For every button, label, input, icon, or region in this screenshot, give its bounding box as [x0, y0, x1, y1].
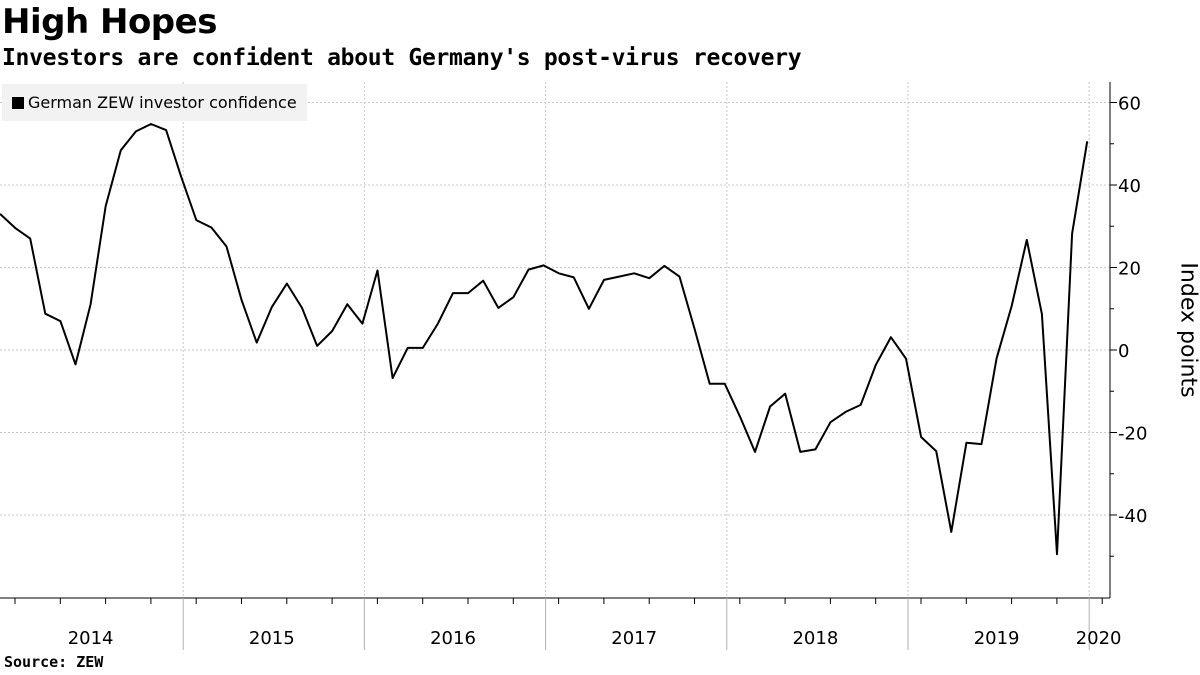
y-tick-label: 0 [1118, 341, 1129, 362]
x-year-label: 2015 [249, 628, 295, 649]
y-tick-label: -40 [1118, 506, 1147, 527]
y-axis-title: Index points [1158, 230, 1200, 430]
x-year-label: 2014 [68, 628, 114, 649]
x-year-label: 2016 [430, 628, 476, 649]
legend[interactable]: German ZEW investor confidence [2, 84, 307, 121]
chart-subtitle: Investors are confident about Germany's … [2, 45, 802, 71]
y-tick-label: 60 [1118, 94, 1141, 115]
series-line [0, 123, 1089, 556]
legend-swatch [12, 96, 24, 109]
x-year-label: 2017 [611, 628, 657, 649]
y-tick-label: -20 [1118, 424, 1147, 445]
y-tick-label: 40 [1118, 176, 1141, 197]
source-note: Source: ZEW [4, 653, 104, 671]
legend-label: German ZEW investor confidence [28, 93, 297, 112]
y-tick-label: 20 [1118, 259, 1141, 280]
x-year-label: 2020 [1076, 628, 1122, 649]
chart-title: High Hopes [2, 2, 217, 42]
x-year-label: 2019 [974, 628, 1020, 649]
y-axis-title-text: Index points [1175, 262, 1200, 398]
x-year-label: 2018 [792, 628, 838, 649]
